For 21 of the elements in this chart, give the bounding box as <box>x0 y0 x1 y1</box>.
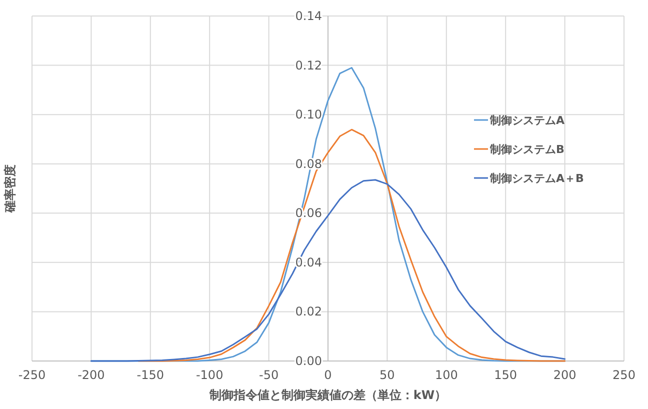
legend-label: 制御システムA <box>489 114 565 127</box>
x-tick-label: 50 <box>380 368 395 382</box>
y-axis-title: 確率密度 <box>3 164 17 214</box>
y-tick-label: 0.14 <box>295 9 322 23</box>
y-tick-label: 0.10 <box>295 108 322 122</box>
y-tick-label: 0.00 <box>295 354 322 368</box>
x-tick-label: 100 <box>434 368 458 382</box>
legend-label: 制御システムB <box>489 143 564 156</box>
legend-label: 制御システムA＋B <box>489 172 584 185</box>
x-axis-title: 制御指令値と制御実績値の差（単位：kW） <box>208 388 447 402</box>
x-tick-label: -150 <box>136 368 164 382</box>
x-tick-label: -100 <box>196 368 224 382</box>
x-tick-label: -200 <box>78 368 105 382</box>
x-tick-label: 200 <box>553 368 576 382</box>
y-tick-label: 0.02 <box>295 304 322 319</box>
x-tick-label: 150 <box>494 368 518 382</box>
x-tick-label: -250 <box>18 368 46 382</box>
y-tick-label: 0.12 <box>295 58 322 72</box>
x-tick-label: 0 <box>324 368 332 382</box>
x-tick-label: -50 <box>258 368 279 382</box>
x-tick-label: 250 <box>612 368 636 382</box>
